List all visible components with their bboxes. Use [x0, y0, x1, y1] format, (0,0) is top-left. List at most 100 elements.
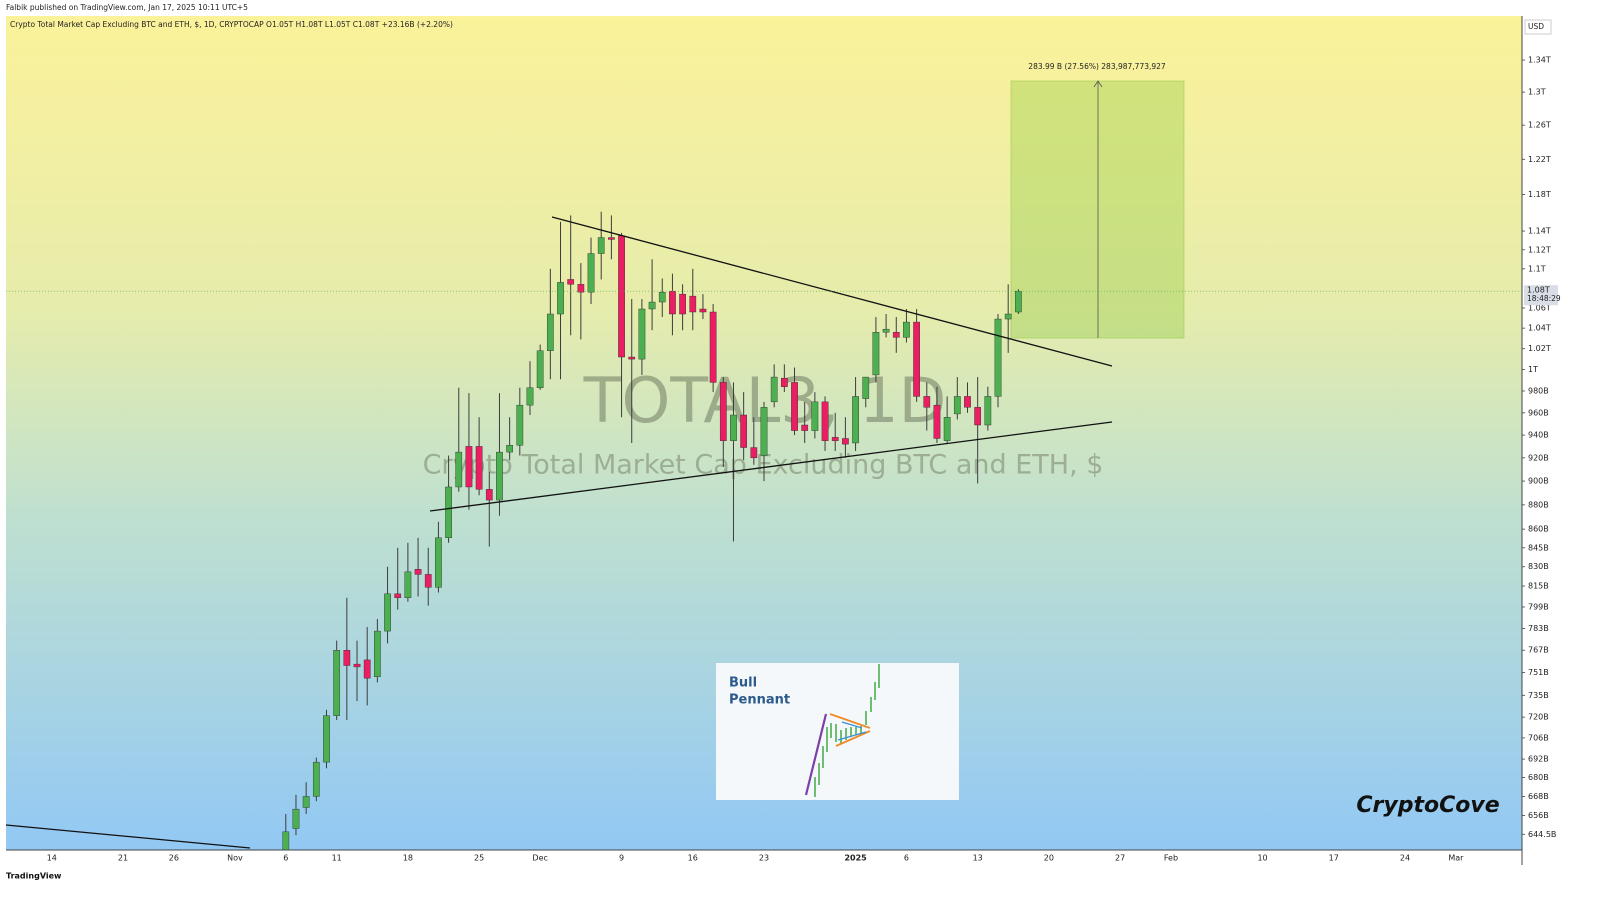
platform-logo: TradingView — [6, 872, 62, 881]
candle-body — [526, 387, 534, 406]
candle-body — [669, 290, 676, 315]
candle-body — [567, 279, 575, 285]
candle-body — [608, 237, 615, 240]
y-tick-label: 751B — [1528, 668, 1549, 677]
x-tick-label: 6 — [283, 854, 288, 863]
candle-body — [516, 404, 524, 446]
candle-body — [414, 569, 422, 575]
inset-panel — [716, 663, 959, 800]
candle-body — [699, 308, 707, 313]
y-tick-label: 860B — [1528, 525, 1549, 534]
author-mark: CryptoCove — [1356, 793, 1499, 818]
candle-body — [984, 396, 992, 426]
y-tick-label: 1.02T — [1528, 344, 1551, 353]
candle-body — [374, 630, 381, 677]
candle-body — [953, 396, 961, 415]
inset: Bull Pennant — [716, 663, 959, 800]
y-tick-label: 900B — [1528, 477, 1549, 486]
candle-body — [923, 396, 931, 408]
x-tick-label: 24 — [1400, 854, 1410, 863]
candle-body — [557, 282, 564, 315]
candle-body — [719, 382, 727, 441]
candle-body — [384, 593, 391, 632]
candle-body — [424, 574, 432, 588]
y-tick-label: 1.18T — [1528, 190, 1551, 199]
candle-body — [882, 328, 890, 333]
candle-body — [302, 796, 310, 808]
candle-body — [801, 424, 809, 431]
y-tick-label: 735B — [1528, 691, 1549, 700]
candle-body — [506, 445, 513, 453]
y-tick-label: 980B — [1528, 387, 1549, 396]
y-tick-label: 845B — [1528, 543, 1549, 552]
x-tick-label: Dec — [532, 854, 547, 863]
x-tick-label: 9 — [619, 854, 624, 863]
y-tick-label: 706B — [1528, 733, 1549, 742]
y-tick-label: 692B — [1528, 755, 1549, 764]
x-tick-label: Feb — [1164, 854, 1178, 863]
candle-body — [587, 253, 595, 293]
candle-body — [282, 831, 290, 850]
candle-body — [546, 313, 554, 351]
x-tick-label: 18 — [403, 854, 413, 863]
y-tick-label: 940B — [1528, 431, 1549, 440]
y-tick-label: 1.3T — [1528, 88, 1546, 97]
candle-body — [709, 311, 717, 383]
candle-body — [455, 451, 463, 488]
y-tick-label: 1.06T — [1528, 304, 1551, 313]
candle-body — [363, 659, 371, 679]
x-tick-label: 23 — [759, 854, 769, 863]
time-axis — [6, 850, 1522, 865]
x-tick-label: 21 — [118, 854, 128, 863]
candle-body — [618, 235, 625, 358]
y-tick-label: 920B — [1528, 453, 1549, 462]
measure-label: 283.99 B (27.56%) 283,987,773,927 — [1028, 62, 1166, 71]
x-tick-label: Mar — [1448, 854, 1464, 863]
candle-body — [394, 593, 402, 598]
candle-body — [730, 414, 737, 441]
candle-body — [577, 284, 585, 293]
candle-body — [821, 401, 829, 441]
candle-body — [475, 446, 483, 490]
candle-body — [648, 301, 656, 310]
y-tick-label: 960B — [1528, 408, 1549, 417]
price-axis — [1522, 16, 1600, 865]
x-tick-label: 17 — [1329, 854, 1339, 863]
x-tick-label: 6 — [904, 854, 909, 863]
candle-body — [323, 715, 330, 763]
y-tick-label: 1.14T — [1528, 227, 1551, 236]
y-tick-label: 644.5B — [1528, 830, 1556, 839]
candle-body — [1004, 313, 1012, 320]
currency-box — [1524, 19, 1552, 35]
y-tick-label: 815B — [1528, 582, 1549, 591]
y-tick-label: 880B — [1528, 500, 1549, 509]
x-tick-label: 25 — [474, 854, 484, 863]
candle-body — [760, 407, 768, 456]
candle-body — [994, 318, 1002, 397]
candle-body — [312, 761, 320, 797]
candle-body — [842, 438, 849, 445]
candle-body — [679, 293, 686, 315]
inset-candles — [814, 664, 880, 797]
candle-body — [750, 447, 758, 459]
y-tick-label: 656B — [1528, 811, 1549, 820]
y-tick-label: 1.26T — [1528, 121, 1551, 130]
currency: USD — [1528, 22, 1544, 31]
inset-title: Bull — [729, 676, 757, 691]
old-trendline — [6, 824, 251, 849]
inset-title: Pennant — [729, 693, 790, 708]
chart-title: Crypto Total Market Cap Excluding BTC an… — [10, 20, 453, 29]
candle-body — [638, 308, 646, 360]
candle-body — [435, 537, 442, 588]
y-ticks: 1.34T 1.3T 1.26T 1.22T 1.18T 1.14T 1.12T 1.1T 1.… — [1522, 56, 1556, 839]
y-tick-label: 1.1T — [1528, 264, 1546, 273]
candle-body — [862, 376, 870, 399]
candle-body — [831, 437, 839, 441]
measure-box — [1010, 80, 1185, 339]
y-tick-label: 783B — [1528, 624, 1549, 633]
y-tick-label: 1.04T — [1528, 324, 1551, 333]
pennant-upper-line — [551, 216, 1113, 367]
candle-body — [465, 446, 473, 488]
x-tick-label: 2025 — [844, 854, 867, 863]
candle-body — [852, 396, 859, 444]
